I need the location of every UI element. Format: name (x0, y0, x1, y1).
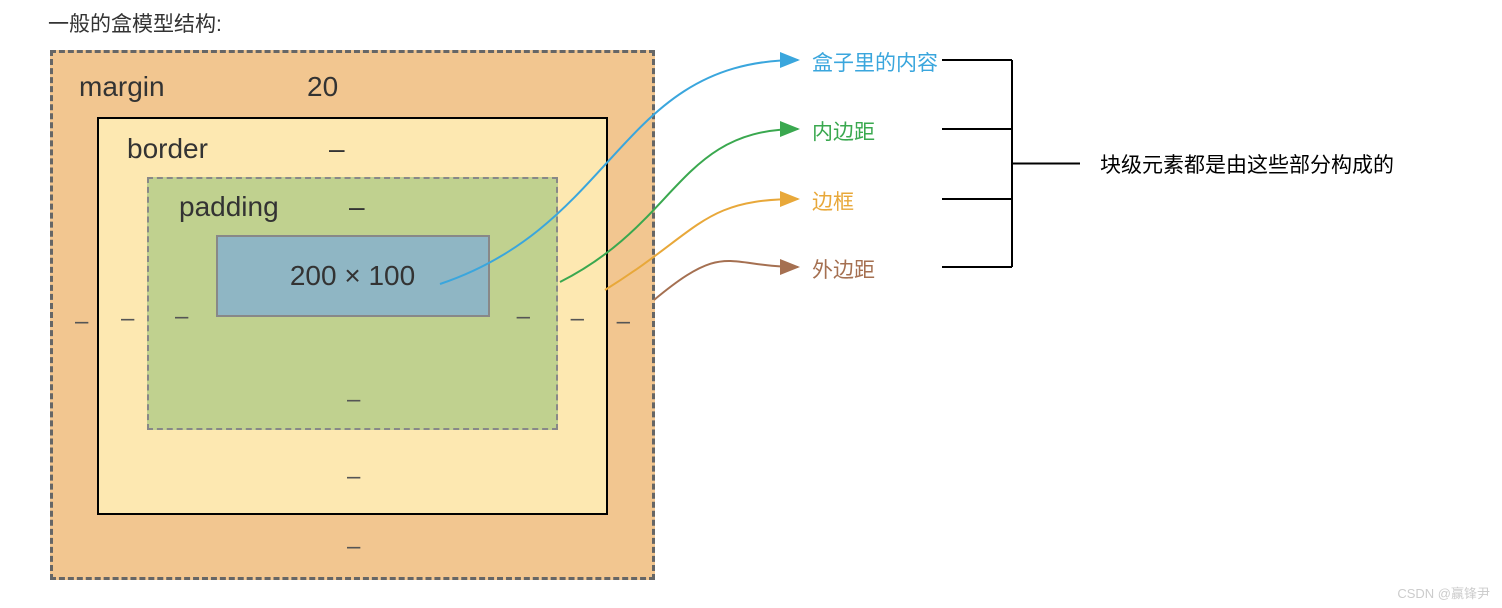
padding-dash-left: – (175, 303, 188, 331)
margin-dash-right: – (617, 308, 630, 336)
padding-dash-bottom: – (347, 386, 360, 414)
content-label: 200 × 100 (290, 260, 415, 292)
annot-padding: 内边距 (812, 116, 875, 146)
margin-dash-left: – (75, 308, 88, 336)
content-region: 200 × 100 (216, 235, 490, 317)
border-dash-right: – (571, 305, 584, 333)
border-value: – (329, 133, 345, 165)
margin-dash-bottom: – (347, 533, 360, 561)
margin-label: margin (79, 71, 165, 103)
padding-label: padding (179, 191, 279, 223)
annot-margin: 外边距 (812, 254, 875, 284)
border-label: border (127, 133, 208, 165)
border-region: border – – – – padding – – – – 200 × 100 (97, 117, 608, 515)
padding-value: – (349, 191, 365, 223)
diagram-title: 一般的盒模型结构: (48, 8, 222, 38)
padding-dash-right: – (517, 303, 530, 331)
margin-region: margin 20 – – – border – – – – padding –… (50, 50, 655, 580)
arrow-margin (654, 261, 798, 300)
border-dash-bottom: – (347, 463, 360, 491)
bracket (932, 50, 1110, 277)
summary-text: 块级元素都是由这些部分构成的 (1100, 149, 1394, 179)
annot-content: 盒子里的内容 (812, 47, 938, 77)
padding-region: padding – – – – 200 × 100 (147, 177, 558, 430)
watermark: CSDN @赢锋尹 (1397, 583, 1490, 602)
annot-border: 边框 (812, 186, 854, 216)
margin-value: 20 (307, 71, 338, 103)
box-model-diagram: margin 20 – – – border – – – – padding –… (50, 50, 655, 580)
border-dash-left: – (121, 305, 134, 333)
